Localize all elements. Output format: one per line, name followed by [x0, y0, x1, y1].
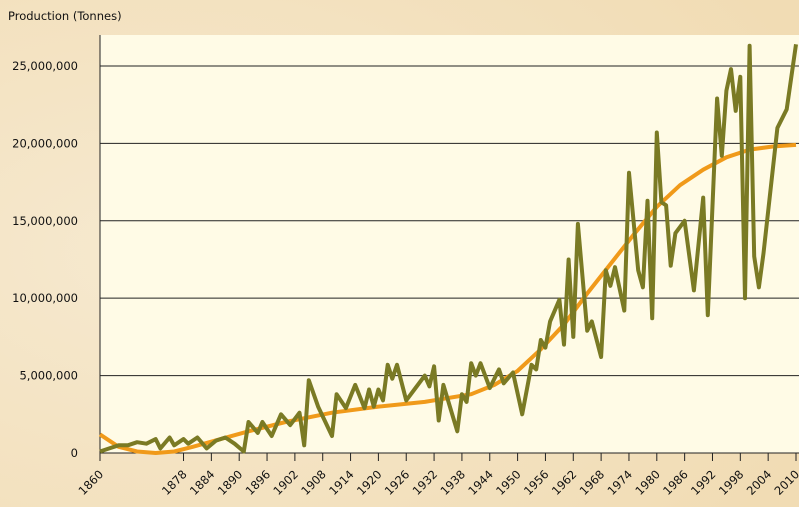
series-line: [98, 142, 797, 455]
axis-title: Production (Tonnes): [8, 9, 122, 23]
y-tick-label: 5,000,000: [19, 369, 78, 383]
y-tick-label: 25,000,000: [12, 59, 78, 73]
y-tick-label: 15,000,000: [12, 214, 78, 228]
y-tick-label: 20,000,000: [12, 136, 78, 150]
series-line: [99, 43, 798, 454]
y-tick-label: 0: [71, 446, 78, 460]
plot-area: [100, 35, 799, 453]
y-tick-label: 10,000,000: [12, 291, 78, 305]
